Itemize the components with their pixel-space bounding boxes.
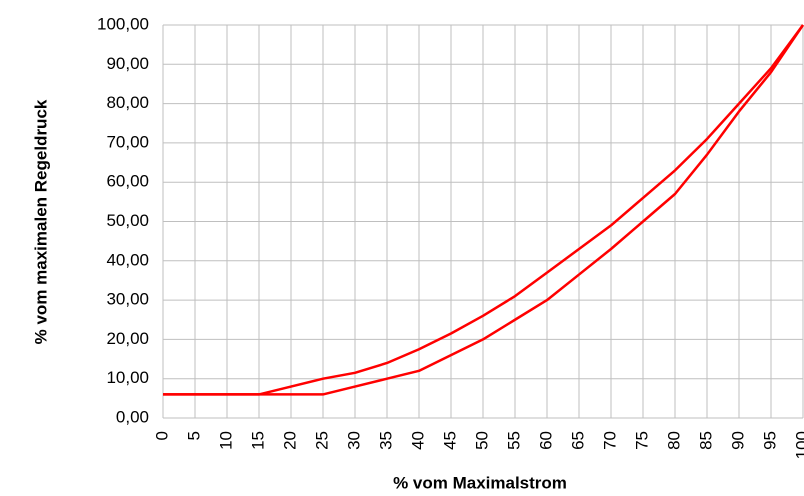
x-axis-title: % vom Maximalstrom (393, 473, 567, 492)
x-tick-label: 90 (728, 431, 747, 450)
y-tick-label: 20,00 (106, 329, 149, 348)
x-tick-label: 60 (536, 431, 555, 450)
y-tick-label: 80,00 (106, 93, 149, 112)
x-tick-label: 35 (376, 431, 395, 450)
x-tick-label: 45 (440, 431, 459, 450)
x-tick-label: 85 (696, 431, 715, 450)
x-tick-label: 40 (408, 431, 427, 450)
y-tick-label: 50,00 (106, 211, 149, 230)
x-tick-label: 0 (152, 431, 171, 440)
x-tick-label: 15 (248, 431, 267, 450)
y-tick-label: 70,00 (106, 132, 149, 151)
x-tick-label: 30 (344, 431, 363, 450)
x-tick-label: 65 (568, 431, 587, 450)
x-tick-label: 75 (632, 431, 651, 450)
x-tick-label: 5 (184, 431, 203, 440)
series-line (163, 24, 804, 396)
y-tick-label: 60,00 (106, 172, 149, 191)
x-tick-label: 100 (792, 431, 804, 459)
y-tick-label: 40,00 (106, 250, 149, 269)
x-tick-label: 25 (312, 431, 331, 450)
x-tick-label: 80 (664, 431, 683, 450)
x-tick-label: 50 (472, 431, 491, 450)
y-axis-title: % vom maximalen Regeldruck (31, 99, 50, 344)
x-tick-label: 10 (216, 431, 235, 450)
series-line (163, 24, 804, 396)
y-tick-label: 10,00 (106, 368, 149, 387)
x-tick-label: 70 (600, 431, 619, 450)
y-tick-label: 90,00 (106, 54, 149, 73)
y-tick-label: 100,00 (97, 14, 149, 33)
y-tick-label: 30,00 (106, 290, 149, 309)
x-tick-label: 95 (760, 431, 779, 450)
y-tick-label: 0,00 (116, 407, 149, 426)
x-tick-label: 20 (280, 431, 299, 450)
x-tick-label: 55 (504, 431, 523, 450)
